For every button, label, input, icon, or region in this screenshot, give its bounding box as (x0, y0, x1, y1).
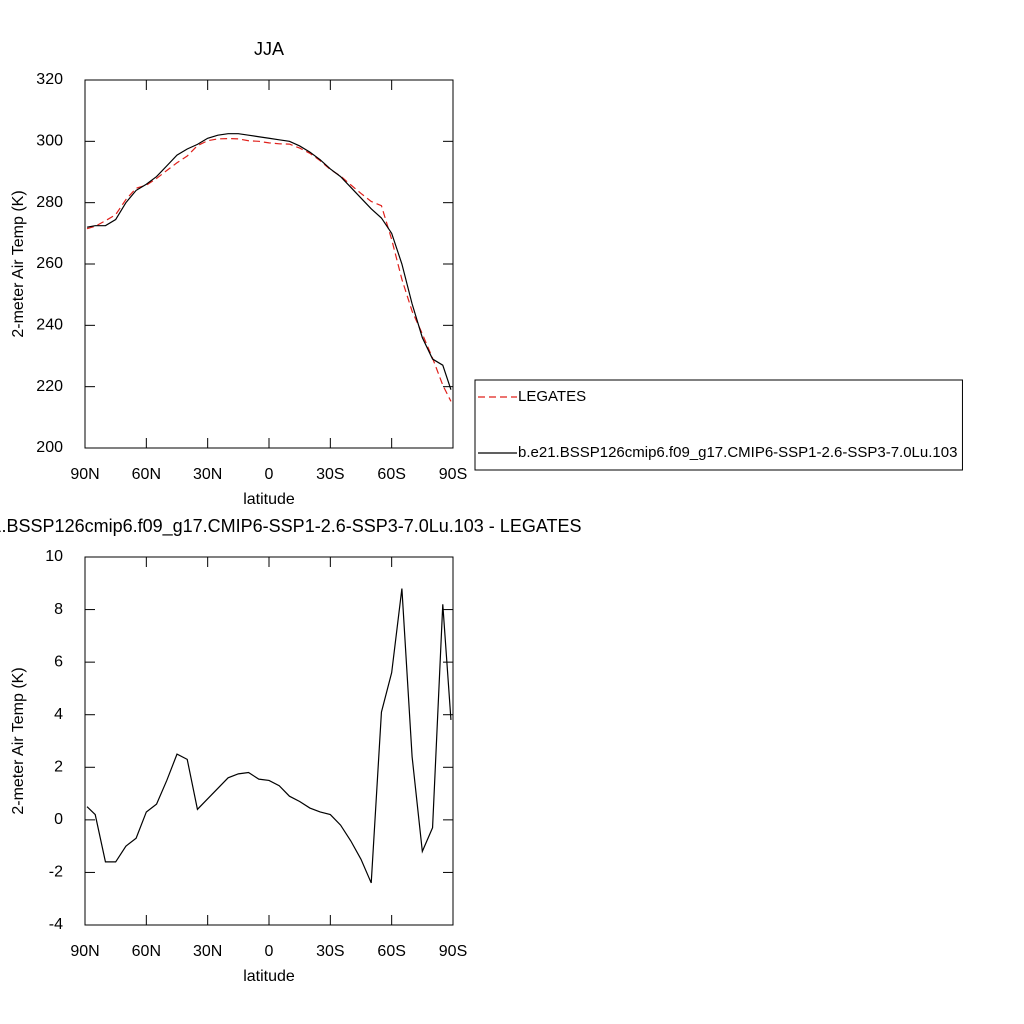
x-axis-label: latitude (243, 968, 295, 985)
x-tick-label: 30N (193, 466, 222, 483)
y-tick-label: 4 (54, 706, 63, 723)
x-tick-label: 60S (377, 466, 405, 483)
x-tick-label: 60N (132, 943, 161, 960)
chart-title: b.e21.BSSP126cmip6.f09_g17.CMIP6-SSP1-2.… (0, 516, 582, 537)
y-tick-label: 2 (54, 759, 63, 776)
y-tick-label: 10 (45, 548, 63, 565)
x-tick-label: 0 (265, 466, 274, 483)
x-tick-label: 90N (70, 943, 99, 960)
x-tick-label: 90N (70, 466, 99, 483)
chart-title: JJA (254, 39, 284, 59)
y-tick-label: 220 (36, 378, 63, 395)
y-tick-label: 260 (36, 255, 63, 272)
data-line (86, 588, 452, 884)
y-axis-label: 2-meter Air Temp (K) (10, 667, 27, 814)
y-tick-label: 300 (36, 133, 63, 150)
data-line (86, 133, 452, 390)
plot-frame (84, 79, 454, 449)
x-tick-label: 60S (377, 943, 405, 960)
y-tick-label: 240 (36, 317, 63, 334)
x-tick-label: 0 (265, 943, 274, 960)
y-tick-label: 280 (36, 194, 63, 211)
x-tick-label: 90S (439, 943, 467, 960)
y-tick-label: -4 (49, 916, 63, 933)
x-tick-label: 90S (439, 466, 467, 483)
legend: LEGATES b.e21.BSSP126cmip6.f09_g17.CMIP6-… (474, 379, 963, 471)
legend-label: LEGATES (518, 388, 586, 405)
legend-label: b.e21.BSSP126cmip6.f09_g17.CMIP6-SSP1-2.… (518, 444, 957, 461)
plot-frame (84, 556, 454, 926)
y-tick-label: 0 (54, 811, 63, 828)
y-axis-label: 2-meter Air Temp (K) (10, 190, 27, 337)
x-tick-label: 30S (316, 943, 344, 960)
y-tick-label: 200 (36, 439, 63, 456)
y-tick-label: -2 (49, 864, 63, 881)
x-tick-label: 30N (193, 943, 222, 960)
y-tick-label: 6 (54, 653, 63, 670)
x-tick-label: 30S (316, 466, 344, 483)
y-tick-label: 8 (54, 601, 63, 618)
x-tick-label: 60N (132, 466, 161, 483)
y-tick-label: 320 (36, 71, 63, 88)
legend-frame (474, 379, 963, 471)
data-line (86, 137, 452, 402)
x-axis-label: latitude (243, 491, 295, 508)
